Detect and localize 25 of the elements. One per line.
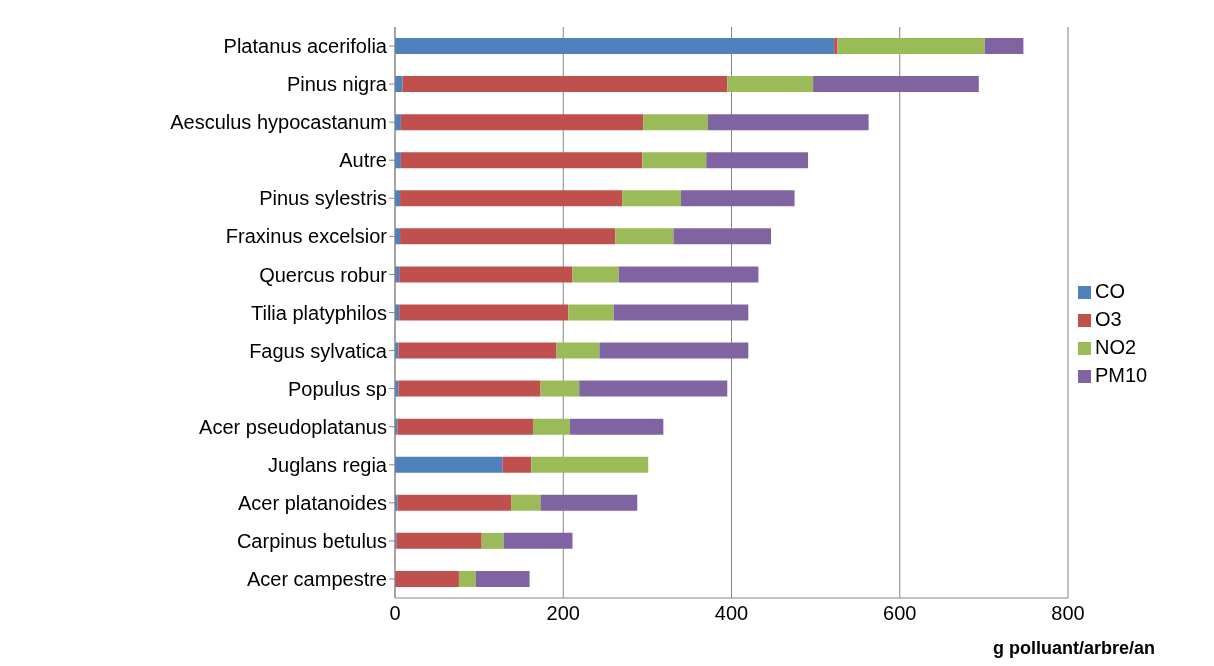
y-tick-label: Acer campestre bbox=[246, 568, 387, 591]
y-tick-label: Autre bbox=[339, 149, 387, 172]
y-tick-label: Juglans regia bbox=[268, 453, 388, 476]
legend-label: O3 bbox=[1095, 308, 1122, 330]
x-tick-label: 600 bbox=[883, 602, 917, 625]
y-tick-label: Quercus robur bbox=[259, 263, 388, 286]
y-tick-label: Fraxinus excelsior bbox=[225, 225, 388, 248]
y-tick-label: Pinus nigra bbox=[286, 73, 388, 96]
x-tick-label: 0 bbox=[389, 602, 401, 625]
y-tick-label: Fagus sylvatica bbox=[249, 339, 388, 362]
legend-label: NO2 bbox=[1095, 336, 1137, 358]
y-tick-label: Pinus sylestris bbox=[259, 187, 387, 210]
y-tick-label: Platanus acerifolia bbox=[223, 35, 388, 58]
legend-label: PM10 bbox=[1095, 364, 1148, 386]
x-tick-label: 800 bbox=[1051, 602, 1085, 625]
y-tick-label: Populus sp bbox=[288, 377, 387, 400]
y-tick-label: Carpinus betulus bbox=[236, 530, 387, 552]
y-tick-label: Acer pseudoplatanus bbox=[199, 415, 387, 438]
legend-label: CO bbox=[1095, 280, 1125, 302]
y-tick-label: Acer platanoides bbox=[238, 491, 387, 514]
x-tick-label: 400 bbox=[714, 602, 749, 625]
x-tick-label: 200 bbox=[546, 602, 580, 625]
y-tick-label: Tilia platyphilos bbox=[251, 301, 387, 324]
y-tick-label: Aesculus hypocastanum bbox=[170, 111, 387, 134]
x-axis-title: g polluant/arbre/an bbox=[993, 638, 1156, 659]
